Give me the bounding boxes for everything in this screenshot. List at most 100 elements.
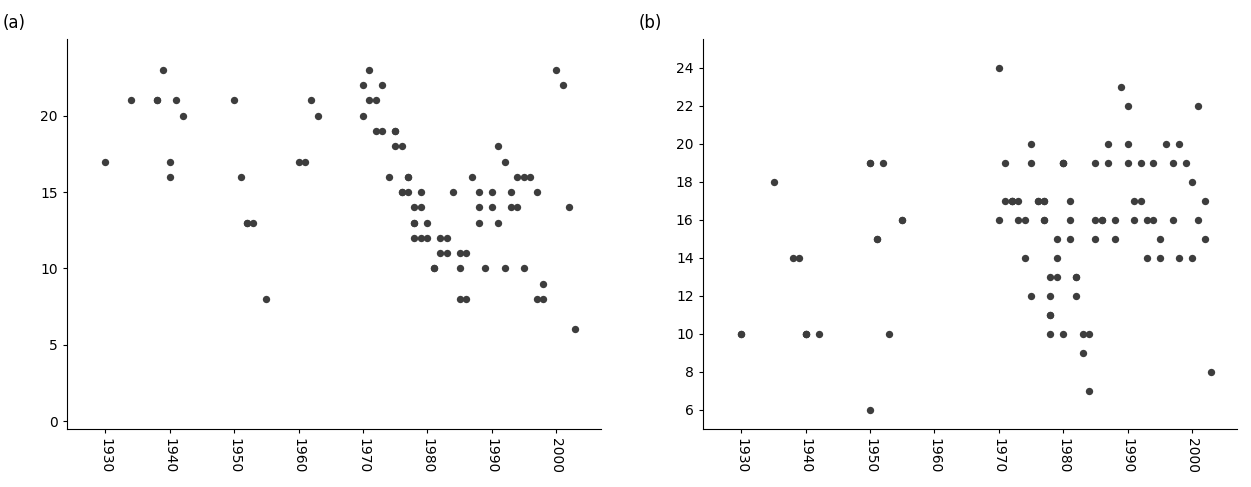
Point xyxy=(1111,83,1131,91)
Point xyxy=(1137,254,1157,262)
Point xyxy=(494,158,514,166)
Point xyxy=(1027,197,1047,205)
Point xyxy=(404,204,424,211)
Point xyxy=(410,204,430,211)
Point xyxy=(988,64,1008,72)
Point xyxy=(1015,216,1035,224)
Point xyxy=(1053,330,1073,337)
Point xyxy=(861,159,881,167)
Point xyxy=(449,264,469,272)
Point xyxy=(796,330,816,337)
Point xyxy=(398,188,418,196)
Point xyxy=(160,173,180,181)
Point xyxy=(789,254,809,262)
Point xyxy=(469,188,489,196)
Point xyxy=(1002,197,1022,205)
Point xyxy=(482,188,502,196)
Point xyxy=(463,173,483,181)
Point xyxy=(430,234,450,242)
Point xyxy=(1182,178,1202,186)
Point xyxy=(879,330,899,337)
Point xyxy=(559,204,579,211)
Point xyxy=(289,158,309,166)
Point xyxy=(796,330,816,337)
Point xyxy=(359,66,379,74)
Point xyxy=(1195,235,1215,243)
Point xyxy=(166,96,186,104)
Point xyxy=(867,235,887,243)
Point xyxy=(121,96,141,104)
Point xyxy=(1098,159,1118,167)
Point xyxy=(1041,330,1061,337)
Point xyxy=(1117,159,1137,167)
Point xyxy=(1060,235,1080,243)
Point xyxy=(404,219,424,226)
Point xyxy=(1150,235,1170,243)
Point xyxy=(404,234,424,242)
Point xyxy=(392,188,412,196)
Point xyxy=(502,188,522,196)
Point xyxy=(230,173,250,181)
Point xyxy=(353,112,373,120)
Point xyxy=(520,173,540,181)
Point xyxy=(565,326,585,334)
Point xyxy=(732,330,752,337)
Point xyxy=(95,158,115,166)
Point xyxy=(892,216,912,224)
Point xyxy=(379,173,399,181)
Point xyxy=(1033,197,1053,205)
Point xyxy=(1092,216,1112,224)
Point xyxy=(1156,140,1176,148)
Point xyxy=(1015,254,1035,262)
Point xyxy=(1060,197,1080,205)
Point xyxy=(763,178,783,186)
Point xyxy=(1143,159,1163,167)
Point xyxy=(410,188,430,196)
Point xyxy=(146,96,166,104)
Point xyxy=(1086,159,1106,167)
Point xyxy=(1105,235,1125,243)
Point xyxy=(1131,197,1151,205)
Point xyxy=(996,159,1016,167)
Point xyxy=(527,295,547,303)
Point xyxy=(1188,102,1208,110)
Point xyxy=(1033,216,1053,224)
Point xyxy=(547,66,567,74)
Point xyxy=(1137,216,1157,224)
Point xyxy=(418,219,438,226)
Point xyxy=(1060,216,1080,224)
Text: (b): (b) xyxy=(638,14,662,32)
Point xyxy=(1117,102,1137,110)
Point xyxy=(1033,197,1053,205)
Point xyxy=(469,219,489,226)
Point xyxy=(353,81,373,89)
Point xyxy=(1092,216,1112,224)
Point xyxy=(732,330,752,337)
Point xyxy=(224,96,244,104)
Point xyxy=(1053,159,1073,167)
Point xyxy=(1066,292,1086,300)
Point xyxy=(424,264,444,272)
Point xyxy=(527,188,547,196)
Point xyxy=(455,249,475,257)
Point xyxy=(482,204,502,211)
Point xyxy=(1041,292,1061,300)
Point xyxy=(424,264,444,272)
Point xyxy=(1182,254,1202,262)
Point xyxy=(1162,159,1182,167)
Point xyxy=(1008,197,1028,205)
Point xyxy=(1047,235,1067,243)
Point xyxy=(449,249,469,257)
Point xyxy=(1086,235,1106,243)
Point xyxy=(1080,387,1100,394)
Point xyxy=(1041,311,1061,318)
Point xyxy=(796,330,816,337)
Point xyxy=(385,127,405,135)
Point xyxy=(1162,216,1182,224)
Point xyxy=(508,173,528,181)
Point xyxy=(373,81,393,89)
Point xyxy=(808,330,828,337)
Point xyxy=(437,234,457,242)
Point xyxy=(1072,330,1092,337)
Point xyxy=(244,219,264,226)
